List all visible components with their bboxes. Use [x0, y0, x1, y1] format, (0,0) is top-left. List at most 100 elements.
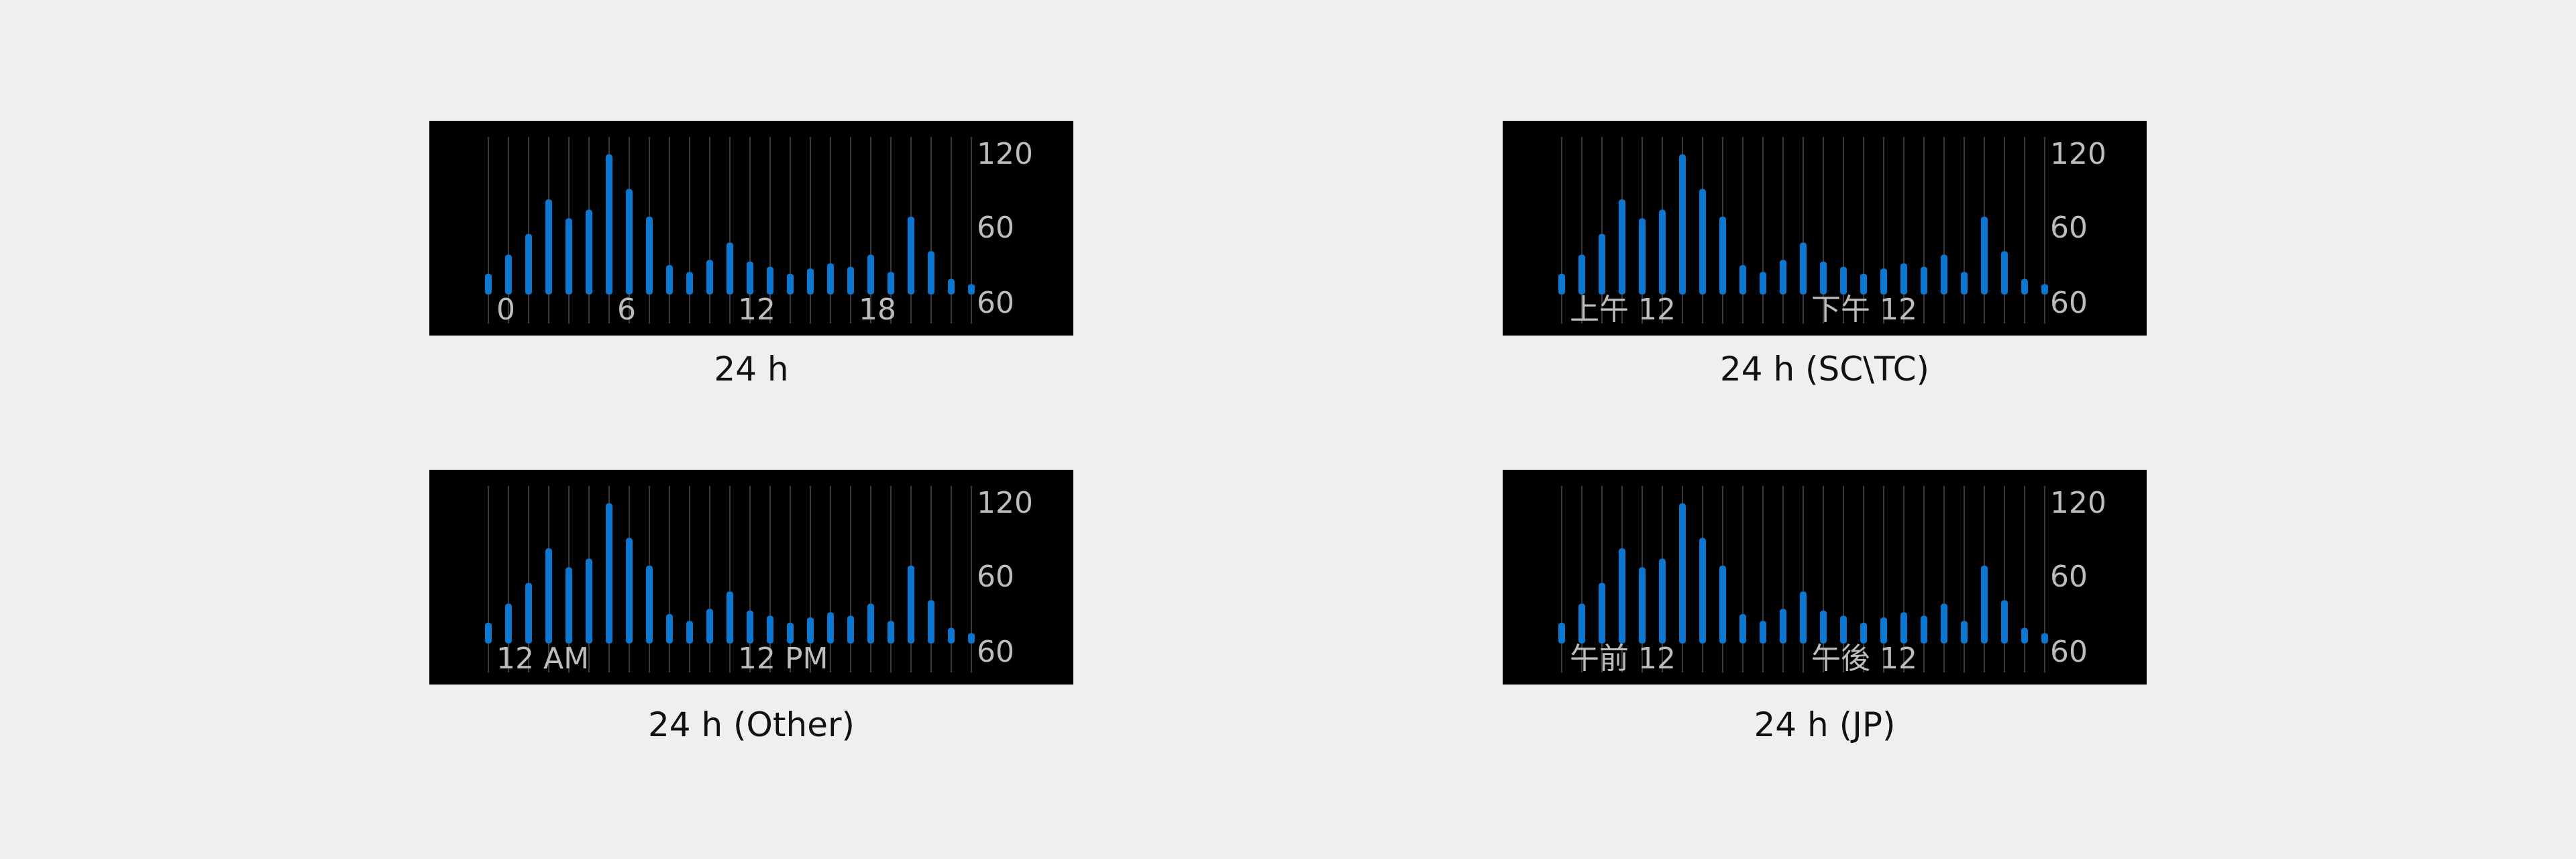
- bar: [2001, 600, 2008, 644]
- chart-panel: 120 60 60 12 AM 12 PM: [429, 470, 1073, 685]
- chart-panel: 120 60 60 上午 12 下午 12: [1503, 121, 2147, 336]
- bar: [606, 503, 612, 644]
- bar: [1921, 615, 1927, 644]
- bar: [1719, 216, 1726, 295]
- bar: [948, 279, 955, 295]
- bar-chart: 120 60 60 上午 12 下午 12: [1503, 121, 2147, 336]
- bar-chart: 120 60 60 12 AM 12 PM: [429, 470, 1073, 685]
- y-tick-label: 120: [2050, 137, 2106, 171]
- chart-caption: 24 h: [714, 350, 789, 389]
- bar: [646, 216, 653, 295]
- bar: [2001, 251, 2008, 295]
- bar: [525, 234, 532, 295]
- bar: [867, 603, 874, 644]
- bar: [545, 199, 552, 295]
- bar: [1800, 591, 1807, 644]
- bar: [1880, 268, 1887, 295]
- bar: [1659, 558, 1666, 644]
- bar: [1961, 621, 1968, 644]
- bar: [888, 272, 894, 295]
- bar: [1739, 614, 1746, 644]
- bar: [1719, 565, 1726, 644]
- bar: [1880, 617, 1887, 644]
- bar: [2041, 633, 2048, 644]
- chart-background: [1503, 121, 2147, 336]
- y-tick-label: 60: [2050, 286, 2088, 320]
- bar: [1639, 218, 1646, 295]
- bar: [1840, 615, 1847, 644]
- bar: [485, 273, 492, 295]
- bar: [827, 263, 834, 295]
- bar: [1941, 603, 1947, 644]
- bar: [1760, 272, 1766, 295]
- bar: [1820, 610, 1827, 644]
- bar: [706, 260, 713, 295]
- chart-panel: 120 60 60 午前 12 午後 12: [1503, 470, 2147, 685]
- x-tick-label: 12 AM: [496, 642, 589, 676]
- bar: [747, 261, 753, 295]
- bar: [948, 627, 955, 644]
- chart-background: [1503, 470, 2147, 685]
- bar: [2021, 279, 2028, 295]
- y-tick-label: 60: [2050, 635, 2088, 669]
- chart-background: [429, 470, 1073, 685]
- bar: [686, 621, 693, 644]
- bar: [505, 603, 512, 644]
- bar: [1981, 565, 1988, 644]
- bar: [485, 622, 492, 644]
- bar: [767, 615, 773, 644]
- bar: [626, 538, 633, 644]
- chart-panel: 120 60 60 0 6 12 18: [429, 121, 1073, 336]
- bar: [747, 610, 753, 644]
- chart-background: [429, 121, 1073, 336]
- bar: [1699, 538, 1706, 644]
- bar: [1780, 260, 1786, 295]
- y-tick-label: 120: [977, 486, 1033, 520]
- chart-caption: 24 h (Other): [647, 705, 855, 744]
- y-tick-label: 120: [977, 137, 1033, 171]
- bar: [1558, 622, 1565, 644]
- bar: [1900, 612, 1907, 644]
- bar: [928, 600, 934, 644]
- bar: [1961, 272, 1968, 295]
- bar: [1760, 621, 1766, 644]
- x-tick-label: 12 PM: [738, 642, 828, 676]
- bar: [1820, 261, 1827, 295]
- bar: [787, 273, 794, 295]
- x-tick-label: 6: [617, 293, 636, 327]
- bar: [686, 272, 693, 295]
- bar: [767, 266, 773, 295]
- bar: [888, 621, 894, 644]
- bar: [1619, 548, 1625, 644]
- bar: [1780, 609, 1786, 644]
- bar-chart: 120 60 60 午前 12 午後 12: [1503, 470, 2147, 685]
- bar: [1659, 209, 1666, 295]
- bar: [1941, 254, 1947, 295]
- bar: [1921, 266, 1927, 295]
- bar: [2021, 627, 2028, 644]
- bar: [606, 154, 612, 295]
- y-tick-label: 60: [2050, 211, 2088, 245]
- bar: [1578, 603, 1585, 644]
- bar: [586, 558, 592, 644]
- bar: [807, 268, 814, 295]
- x-tick-label: 12: [738, 293, 775, 327]
- bar: [1900, 263, 1907, 295]
- bar: [525, 583, 532, 644]
- bar: [545, 548, 552, 644]
- bar: [1860, 273, 1867, 295]
- chart-caption: 24 h (JP): [1754, 705, 1896, 744]
- bar: [666, 614, 673, 644]
- x-tick-label: 下午 12: [1811, 293, 1917, 327]
- x-tick-label: 0: [496, 293, 515, 327]
- bar: [968, 284, 975, 295]
- bar: [727, 591, 733, 644]
- y-tick-label: 60: [977, 211, 1014, 245]
- y-tick-label: 60: [2050, 560, 2088, 594]
- bar: [666, 265, 673, 295]
- x-tick-label: 午前 12: [1570, 642, 1676, 676]
- y-tick-label: 120: [2050, 486, 2106, 520]
- y-tick-label: 60: [977, 560, 1014, 594]
- bar: [1599, 583, 1605, 644]
- x-tick-label: 18: [859, 293, 896, 327]
